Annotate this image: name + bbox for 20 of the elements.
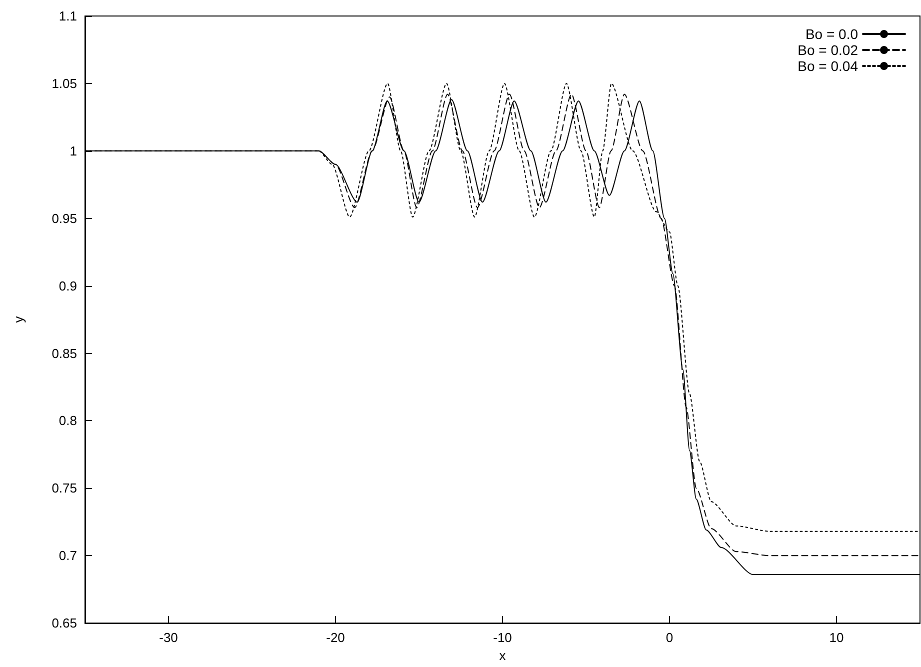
y-tick-label: 0.75	[52, 480, 77, 496]
y-tick-label: 0.95	[52, 210, 77, 226]
x-tick-label: -30	[159, 630, 178, 646]
y-tick-label: 0.9	[58, 278, 77, 294]
legend-label: Bo = 0.04	[798, 58, 858, 74]
y-axis-title: y	[11, 316, 26, 323]
y-tick-label: 1	[70, 143, 77, 158]
legend-label: Bo = 0.0	[805, 26, 858, 42]
x-tick-label: -10	[493, 630, 512, 646]
y-tick-label: 0.65	[52, 616, 77, 631]
y-tick-label: 1.1	[58, 8, 77, 24]
x-tick-label: 10	[829, 630, 844, 646]
y-tick-label: 0.85	[52, 346, 77, 361]
y-tick-label: 0.7	[58, 548, 77, 564]
y-tick-label: 1.05	[52, 76, 77, 91]
x-axis-title: x	[499, 648, 506, 663]
legend-label: Bo = 0.02	[798, 42, 858, 58]
x-tick-label: -20	[326, 630, 345, 646]
y-tick-label: 0.8	[58, 413, 77, 428]
x-tick-label: 0	[666, 630, 674, 646]
